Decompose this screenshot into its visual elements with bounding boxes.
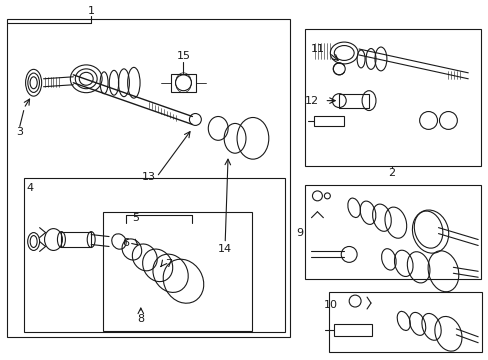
Text: 1: 1 [87,6,95,16]
Text: 12: 12 [304,96,318,105]
Text: 9: 9 [295,228,303,238]
Bar [334,324,371,336]
Bar [328,292,481,352]
Bar [103,212,251,331]
Text: 4: 4 [26,183,33,193]
Text: 15: 15 [176,51,190,61]
Text: 14: 14 [218,244,232,255]
Bar [170,74,196,92]
Text: 10: 10 [324,300,338,310]
Text: 13: 13 [142,172,155,182]
Text: 5: 5 [132,213,139,223]
Bar [61,231,91,247]
Text: 2: 2 [387,168,395,178]
Bar [304,185,480,279]
Bar [24,178,284,332]
Text: 6: 6 [122,238,129,248]
Bar [314,117,344,126]
Bar [7,19,289,337]
Text: 11: 11 [310,44,324,54]
Text: 8: 8 [137,314,144,324]
Text: 7: 7 [164,259,172,269]
Text: 3: 3 [16,127,23,138]
Bar [304,29,480,166]
Bar [339,94,368,108]
